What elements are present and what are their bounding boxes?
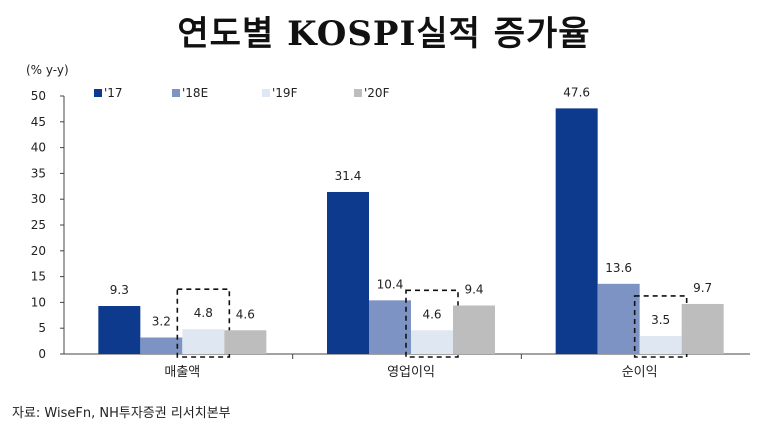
y-tick-label: 0 — [38, 347, 46, 361]
bar — [555, 108, 598, 354]
chart-title: 연도별 KOSPI실적 증가율 — [177, 14, 591, 54]
category-label: 영업이익 — [387, 365, 435, 380]
bar — [597, 283, 640, 354]
y-tick-label: 5 — [38, 321, 46, 335]
category-label: 매출액 — [164, 365, 200, 380]
y-tick-label: 15 — [31, 270, 46, 284]
data-label: 3.5 — [651, 313, 670, 327]
data-label: 4.8 — [194, 306, 213, 320]
legend-swatch — [94, 89, 102, 97]
category-label: 순이익 — [622, 365, 658, 380]
bar — [140, 337, 183, 354]
bar — [98, 306, 141, 354]
bar-chart: (% y-y) 0 5 10 15 20 25 30 35 40 45 50 매출액 영업이익 순이익 '… — [26, 63, 750, 380]
bar — [681, 303, 724, 354]
bar — [453, 305, 495, 354]
data-label: 31.4 — [335, 169, 362, 183]
data-label: 4.6 — [236, 307, 255, 321]
legend-label: '17 — [104, 86, 123, 100]
bar — [224, 330, 267, 354]
y-tick-label: 50 — [31, 89, 46, 103]
legend-swatch — [354, 89, 362, 97]
highlight-box — [176, 288, 231, 358]
y-unit-label: (% y-y) — [26, 63, 69, 77]
bar — [639, 335, 682, 354]
bar — [182, 329, 225, 354]
data-label: 9.7 — [693, 281, 712, 295]
y-tick-label: 30 — [31, 192, 46, 206]
legend-swatch — [262, 89, 270, 97]
bar — [369, 300, 411, 354]
data-label: 13.6 — [605, 261, 632, 275]
data-label: 9.3 — [110, 283, 129, 297]
data-label: 4.6 — [422, 307, 441, 321]
bars: 9.3 3.2 4.8 4.6 31.4 10.4 4.6 9.4 47.6 13.6 3.5 9.7 — [98, 85, 724, 358]
legend: '17 '18E '19F '20F — [94, 86, 390, 100]
y-tick-label: 40 — [31, 141, 46, 155]
y-tick-label: 10 — [31, 295, 46, 309]
legend-label: '18E — [182, 86, 208, 100]
data-label: 9.4 — [464, 282, 483, 296]
data-label: 10.4 — [377, 277, 404, 291]
source-note: 자료: WiseFn, NH투자증권 리서치본부 — [12, 406, 231, 421]
legend-label: '19F — [272, 86, 298, 100]
data-label: 47.6 — [563, 85, 590, 99]
y-tick-label: 35 — [31, 166, 46, 180]
y-tick-label: 25 — [31, 218, 46, 232]
data-label: 3.2 — [152, 314, 171, 328]
legend-swatch — [172, 89, 180, 97]
bar — [411, 330, 453, 354]
y-tick-label: 20 — [31, 244, 46, 258]
bar — [327, 191, 369, 354]
y-tick-label: 45 — [31, 115, 46, 129]
legend-label: '20F — [364, 86, 390, 100]
